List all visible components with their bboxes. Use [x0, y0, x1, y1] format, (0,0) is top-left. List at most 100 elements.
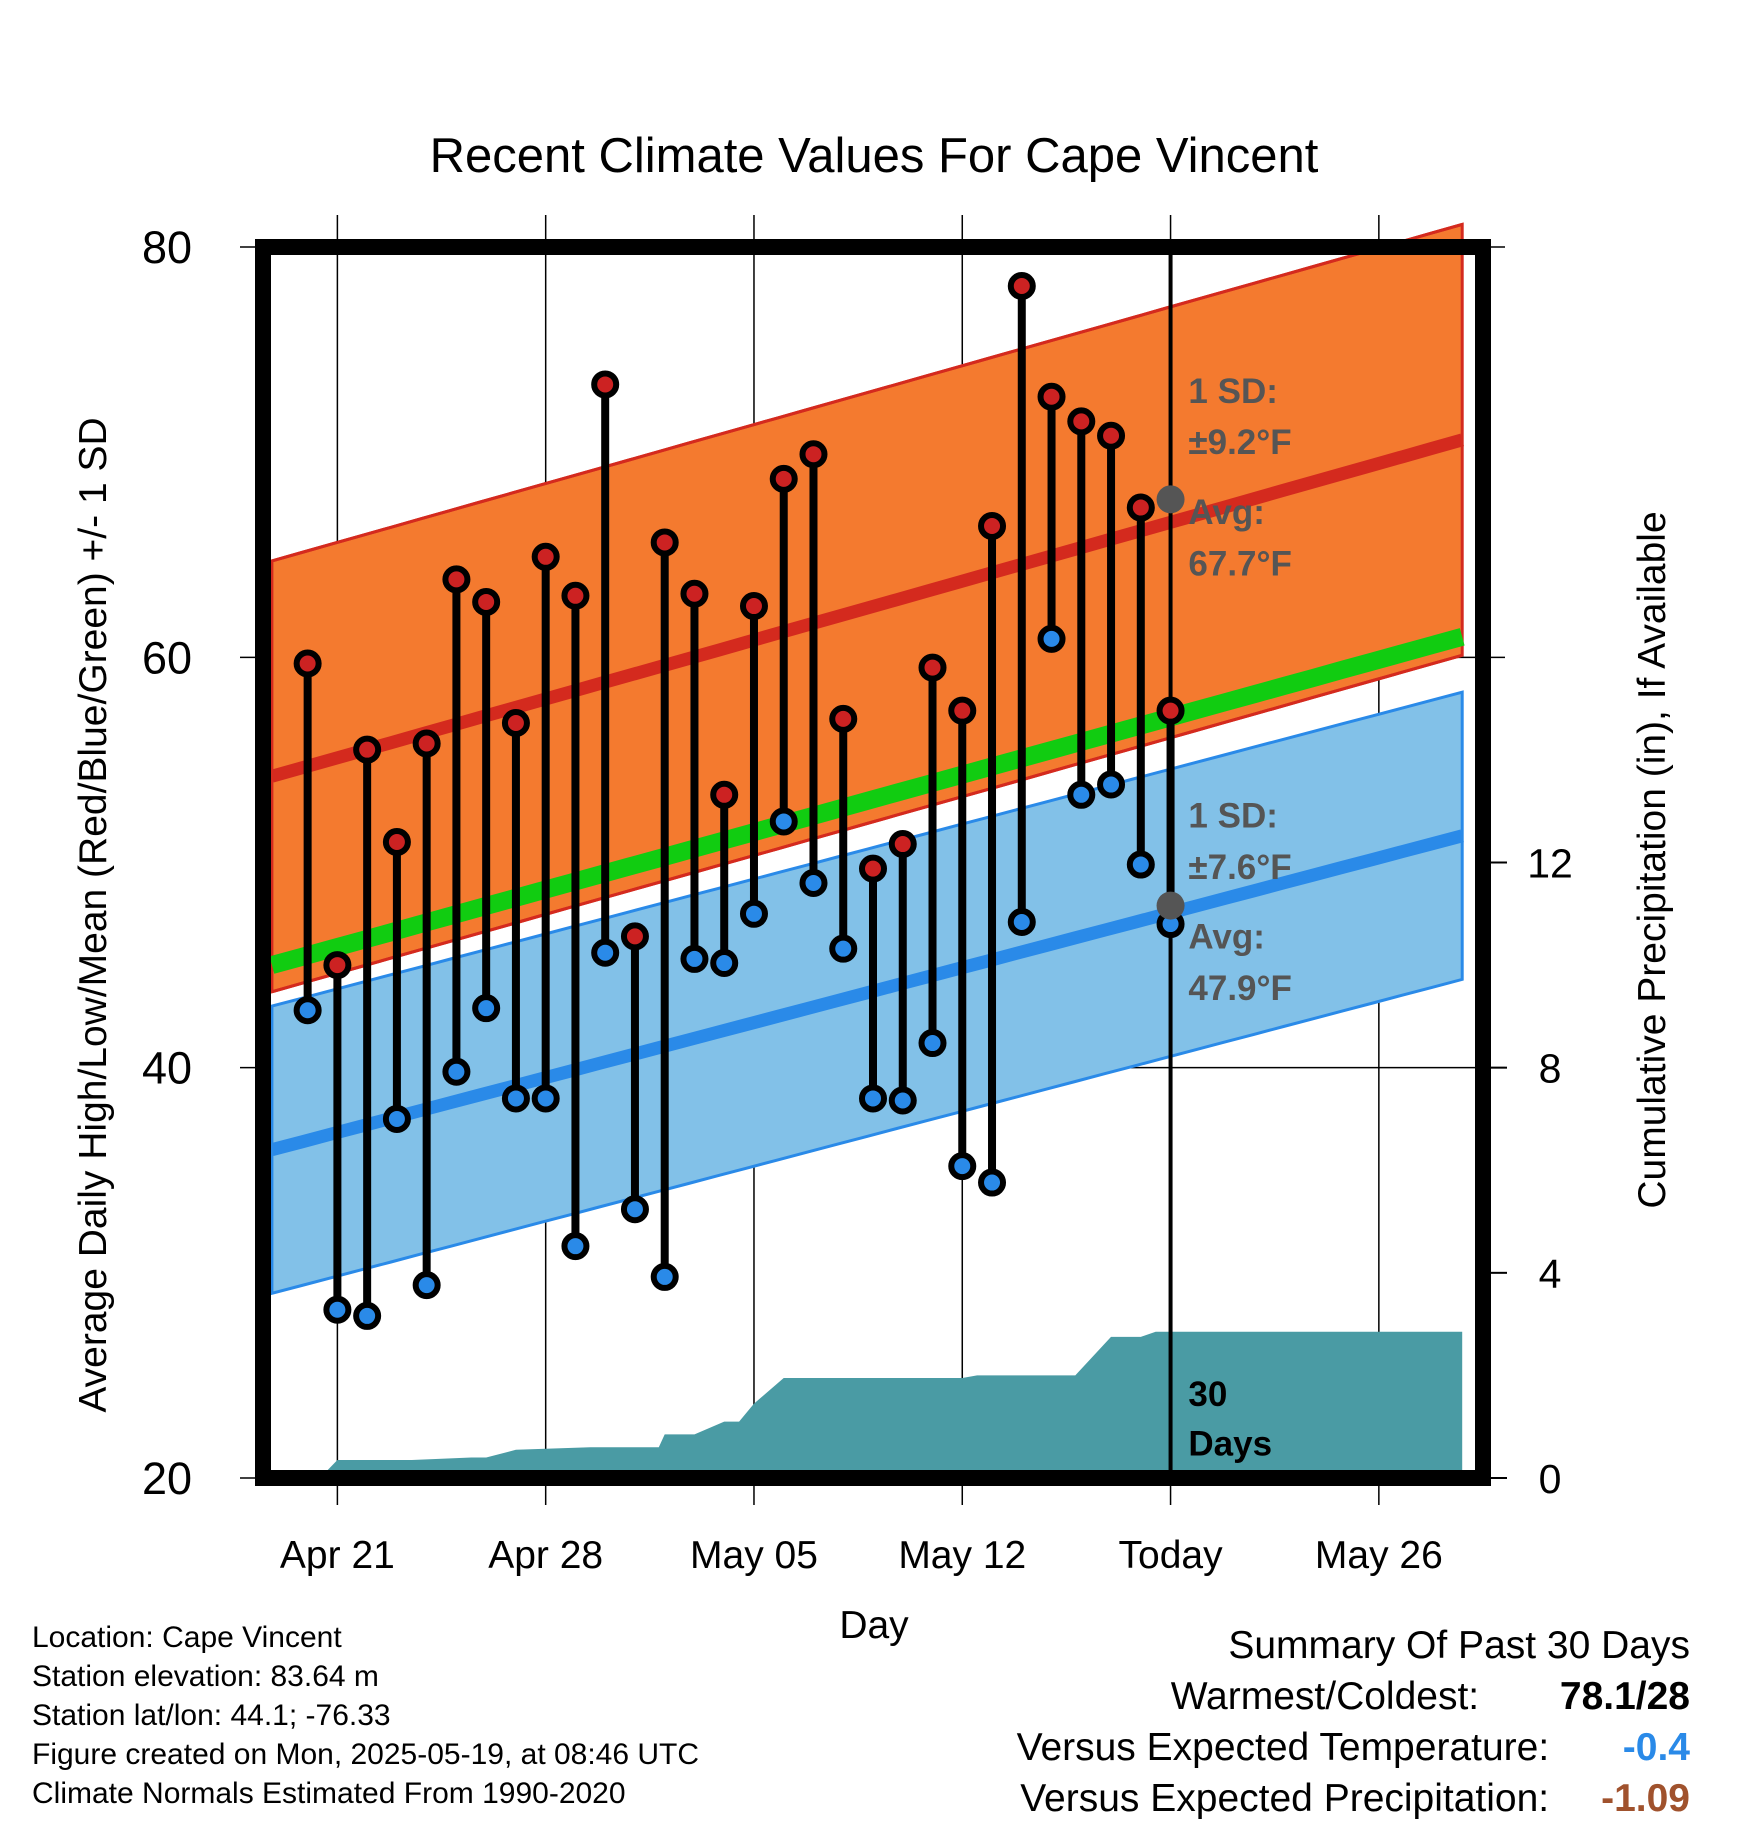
y-axis-label: Average Daily High/Low/Mean (Red/Blue/Gr… — [72, 417, 115, 1412]
annotation-5: ±7.6°F — [1188, 848, 1291, 887]
low-point-1 — [323, 1295, 352, 1324]
summary-temp: Versus Expected Temperature: -0.4 — [1017, 1722, 1690, 1773]
temp-value: -0.4 — [1622, 1726, 1690, 1769]
low-point-19 — [859, 1084, 887, 1113]
low-point-18 — [829, 934, 858, 963]
high-point-22 — [948, 696, 977, 725]
low-point-7 — [501, 1084, 530, 1113]
low-point-28 — [1126, 850, 1155, 879]
summary-heading: Summary Of Past 30 Days — [1228, 1624, 1690, 1667]
high-point-13 — [680, 579, 709, 608]
low-point-11 — [620, 1195, 649, 1224]
high-point-3 — [382, 827, 411, 856]
high-point-5 — [442, 565, 471, 594]
high-normal-line — [270, 433, 1464, 783]
high-point-6 — [472, 587, 501, 616]
annotation-3: 67.7°F — [1188, 544, 1292, 583]
x-tick-label-4: Today — [1119, 1534, 1224, 1577]
low-point-3 — [382, 1104, 411, 1133]
high-point-18 — [829, 704, 858, 733]
precipitation-area — [271, 1331, 1463, 1478]
low-point-5 — [442, 1057, 471, 1086]
low-point-26 — [1067, 780, 1096, 809]
low-point-25 — [1037, 624, 1066, 653]
low-point-13 — [680, 944, 709, 973]
temp-label: Versus Expected Temperature: — [1016, 1726, 1550, 1769]
high-point-0 — [293, 649, 322, 678]
high-point-15 — [739, 592, 768, 621]
low-point-23 — [978, 1168, 1007, 1197]
x-tick-label-3: May 12 — [898, 1534, 1026, 1577]
mean-normal-line — [269, 628, 1465, 974]
low-point-6 — [472, 994, 501, 1023]
low-point-12 — [650, 1262, 679, 1291]
x-tick-label-5: May 26 — [1315, 1534, 1443, 1577]
y2-tick-label-1: 4 — [1539, 1251, 1562, 1297]
y2-tick-label-2: 8 — [1539, 1046, 1562, 1092]
high-point-24 — [1007, 271, 1036, 300]
summary-panel: Summary Of Past 30 Days Warmest/Coldest:… — [1017, 1620, 1690, 1824]
avg-marker-1 — [1156, 891, 1185, 920]
annotation-7: 47.9°F — [1188, 969, 1292, 1008]
warm-cold-label: Warmest/Coldest: — [1170, 1675, 1480, 1718]
low-point-4 — [412, 1271, 441, 1300]
low-point-22 — [948, 1152, 977, 1181]
warm-cold-value: 78.1/28 — [1559, 1675, 1690, 1718]
y-tick-label-0: 20 — [142, 1453, 192, 1504]
latlon-text: Station lat/lon: 44.1; -76.33 — [32, 1699, 391, 1732]
summary-precip: Versus Expected Precipitation: -1.09 — [1017, 1773, 1690, 1824]
plot-frame — [255, 239, 1491, 1486]
high-point-17 — [799, 440, 828, 469]
normals-text: Climate Normals Estimated From 1990-2020 — [32, 1777, 626, 1810]
low-point-9 — [561, 1232, 590, 1261]
chart-title: Recent Climate Values For Cape Vincent — [430, 129, 1319, 183]
low-point-20 — [888, 1086, 917, 1115]
high-point-19 — [859, 854, 887, 883]
annotation-0: 1 SD: — [1188, 372, 1277, 411]
low-point-24 — [1007, 907, 1036, 936]
annotation-2: Avg: — [1188, 493, 1264, 532]
low-point-14 — [710, 949, 739, 978]
high-point-23 — [978, 512, 1007, 541]
x-axis-label: Day — [839, 1604, 909, 1647]
y-tick-label-3: 80 — [142, 222, 192, 273]
annotation-6: Avg: — [1188, 918, 1264, 957]
high-point-11 — [620, 922, 649, 951]
annotation-9: Days — [1188, 1424, 1272, 1463]
high-point-12 — [650, 528, 679, 557]
precip-label: Versus Expected Precipitation: — [1020, 1777, 1550, 1820]
y-tick-label-1: 40 — [142, 1043, 192, 1094]
annotation-1: ±9.2°F — [1188, 423, 1291, 462]
plot-area: 1 SD: ±9.2°F Avg: 67.7°F 1 SD: ±7.6°F Avg: 47.9… — [142, 215, 1573, 1577]
low-point-27 — [1097, 770, 1126, 799]
high-band-bottom-edge — [271, 653, 1463, 994]
low-point-17 — [799, 869, 828, 898]
location-text: Location: Cape Vincent — [32, 1621, 342, 1654]
x-tick-label-0: Apr 21 — [280, 1534, 395, 1577]
y2-tick-label-0: 0 — [1539, 1456, 1562, 1502]
avg-marker-0 — [1156, 485, 1185, 514]
high-point-14 — [710, 780, 739, 809]
y-tick-label-2: 60 — [142, 632, 192, 683]
high-point-21 — [918, 653, 947, 682]
y2-axis-label: Cumulative Precipitation (in), If Availa… — [1631, 511, 1674, 1208]
summary-warm-cold: Warmest/Coldest: 78.1/28 — [1017, 1671, 1690, 1722]
high-point-9 — [561, 581, 590, 610]
low-point-0 — [293, 996, 322, 1025]
high-point-28 — [1126, 493, 1155, 522]
high-point-4 — [412, 729, 441, 758]
high-point-26 — [1067, 407, 1096, 436]
high-point-1 — [323, 951, 352, 980]
elevation-text: Station elevation: 83.64 m — [32, 1660, 379, 1693]
high-point-16 — [769, 464, 798, 493]
x-tick-label-1: Apr 28 — [488, 1534, 603, 1577]
high-point-27 — [1097, 421, 1126, 450]
low-point-21 — [918, 1029, 947, 1058]
x-tick-label-2: May 05 — [690, 1534, 818, 1577]
high-point-25 — [1037, 382, 1066, 411]
station-info: Location: Cape Vincent Station elevation… — [32, 1618, 699, 1813]
low-point-2 — [353, 1301, 382, 1330]
high-point-10 — [591, 370, 620, 399]
annotation-8: 30 — [1188, 1375, 1227, 1414]
